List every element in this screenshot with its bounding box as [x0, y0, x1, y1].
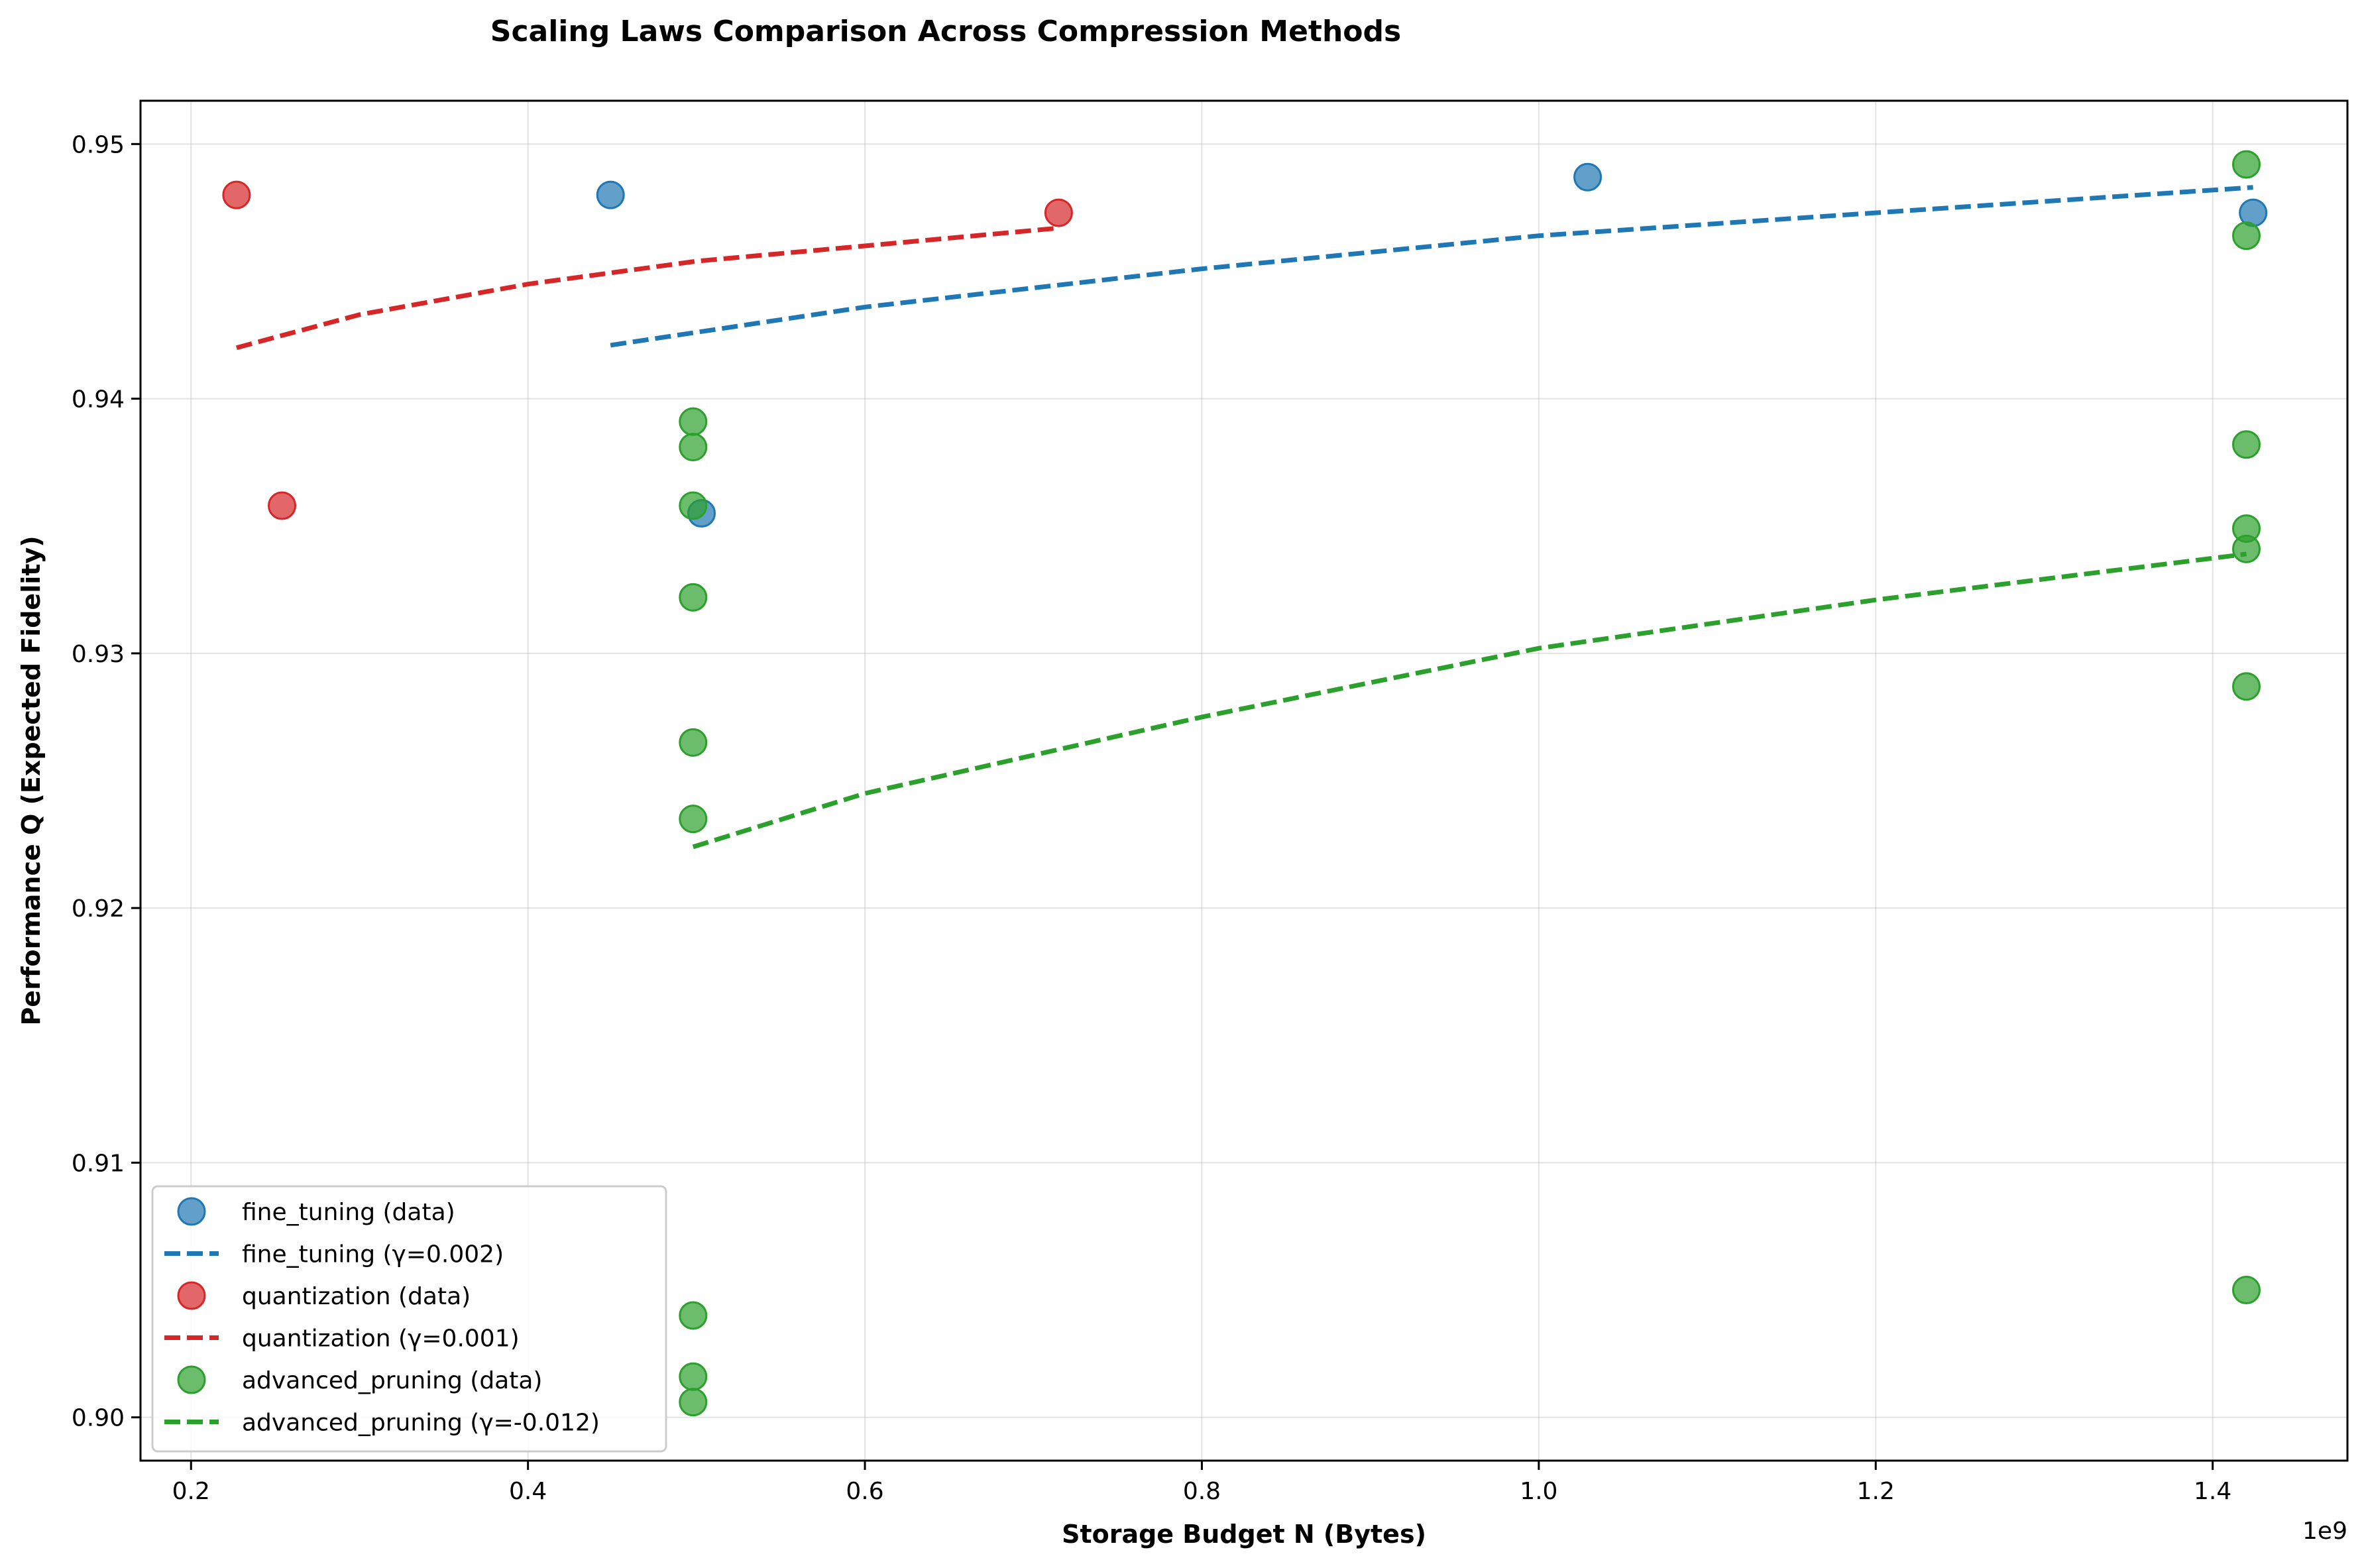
legend-label: fine_tuning (data) — [242, 1199, 455, 1226]
legend-marker — [177, 1197, 206, 1226]
y-tick-label: 0.91 — [72, 1150, 125, 1177]
series-layer — [222, 150, 2268, 1417]
x-tick-label: 0.8 — [1183, 1478, 1221, 1505]
legend-label: advanced_pruning (data) — [242, 1367, 542, 1394]
data-point — [679, 583, 708, 612]
chart-title: Scaling Laws Comparison Across Compressi… — [490, 15, 1401, 48]
legend-marker — [177, 1281, 206, 1310]
y-tick-label: 0.90 — [72, 1405, 125, 1432]
data-point — [679, 1301, 708, 1330]
data-point — [679, 805, 708, 834]
x-tick-label: 0.4 — [509, 1478, 547, 1505]
data-point — [2231, 672, 2261, 701]
x-offset-label: 1e9 — [2302, 1518, 2347, 1545]
data-point — [1573, 162, 1603, 192]
y-axis-label: Performance Q (Expected Fidelity) — [17, 535, 46, 1025]
y-tick-label: 0.94 — [72, 386, 125, 414]
y-tick-label: 0.95 — [72, 131, 125, 158]
data-point — [679, 1362, 708, 1391]
data-point — [596, 180, 625, 209]
x-tick-label: 0.2 — [172, 1478, 210, 1505]
y-tick-label: 0.92 — [72, 895, 125, 923]
x-tick-label: 0.6 — [846, 1478, 883, 1505]
data-point — [679, 433, 708, 462]
y-tick-label: 0.93 — [72, 641, 125, 668]
data-point — [2231, 430, 2261, 459]
legend-label: advanced_pruning (γ=-0.012) — [242, 1410, 600, 1437]
axis-ticks: 0.2 0.4 0.6 0.8 1.0 1.2 1.4 0.90 0.91 0.92 0.93 0.9… — [72, 131, 2231, 1505]
x-tick-label: 1.0 — [1520, 1478, 1557, 1505]
x-axis-label: Storage Budget N (Bytes) — [1062, 1520, 1426, 1549]
data-point — [679, 491, 708, 520]
fit-line — [610, 185, 2253, 348]
fit-line — [235, 225, 1059, 351]
data-point — [679, 728, 708, 757]
legend-label: quantization (data) — [242, 1283, 471, 1310]
data-point — [2231, 534, 2261, 563]
x-tick-label: 1.4 — [2194, 1478, 2231, 1505]
legend: fine_tuning (data) fine_tuning (γ=0.002) q… — [151, 1185, 667, 1453]
x-tick-label: 1.2 — [1857, 1478, 1895, 1505]
data-point — [222, 180, 251, 209]
plot-frame — [139, 99, 2349, 1462]
legend-marker — [177, 1365, 206, 1394]
fit-line — [692, 551, 2247, 850]
data-point — [2231, 150, 2261, 179]
data-point — [1044, 198, 1073, 227]
data-point — [268, 491, 297, 520]
legend-label: fine_tuning (γ=0.002) — [242, 1241, 504, 1268]
data-point — [2231, 1276, 2261, 1305]
legend-label: quantization (γ=0.001) — [242, 1325, 520, 1353]
data-point — [2231, 221, 2261, 251]
data-point — [679, 407, 708, 436]
data-point — [679, 1388, 708, 1417]
legend-box — [151, 1185, 667, 1453]
